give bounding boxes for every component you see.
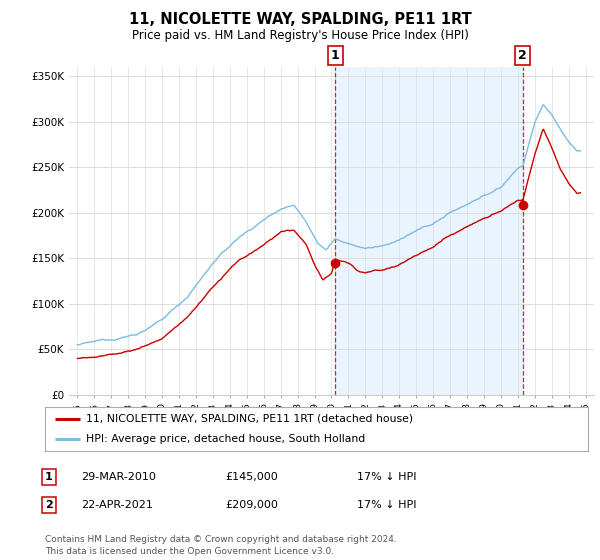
Text: Contains HM Land Registry data © Crown copyright and database right 2024.
This d: Contains HM Land Registry data © Crown c… (45, 535, 397, 556)
Text: 2: 2 (518, 49, 527, 62)
Text: £145,000: £145,000 (225, 472, 278, 482)
Text: 17% ↓ HPI: 17% ↓ HPI (357, 500, 416, 510)
Text: 11, NICOLETTE WAY, SPALDING, PE11 1RT: 11, NICOLETTE WAY, SPALDING, PE11 1RT (128, 12, 472, 27)
Text: £209,000: £209,000 (225, 500, 278, 510)
Text: 29-MAR-2010: 29-MAR-2010 (81, 472, 156, 482)
Text: 17% ↓ HPI: 17% ↓ HPI (357, 472, 416, 482)
Bar (335, 67, 523, 395)
Text: HPI: Average price, detached house, South Holland: HPI: Average price, detached house, Sout… (86, 434, 365, 444)
Text: 2: 2 (45, 500, 53, 510)
Text: 22-APR-2021: 22-APR-2021 (81, 500, 153, 510)
Text: 1: 1 (45, 472, 53, 482)
Text: 11, NICOLETTE WAY, SPALDING, PE11 1RT (detached house): 11, NICOLETTE WAY, SPALDING, PE11 1RT (d… (86, 414, 413, 424)
Text: Price paid vs. HM Land Registry's House Price Index (HPI): Price paid vs. HM Land Registry's House … (131, 29, 469, 42)
Text: 1: 1 (331, 49, 340, 62)
